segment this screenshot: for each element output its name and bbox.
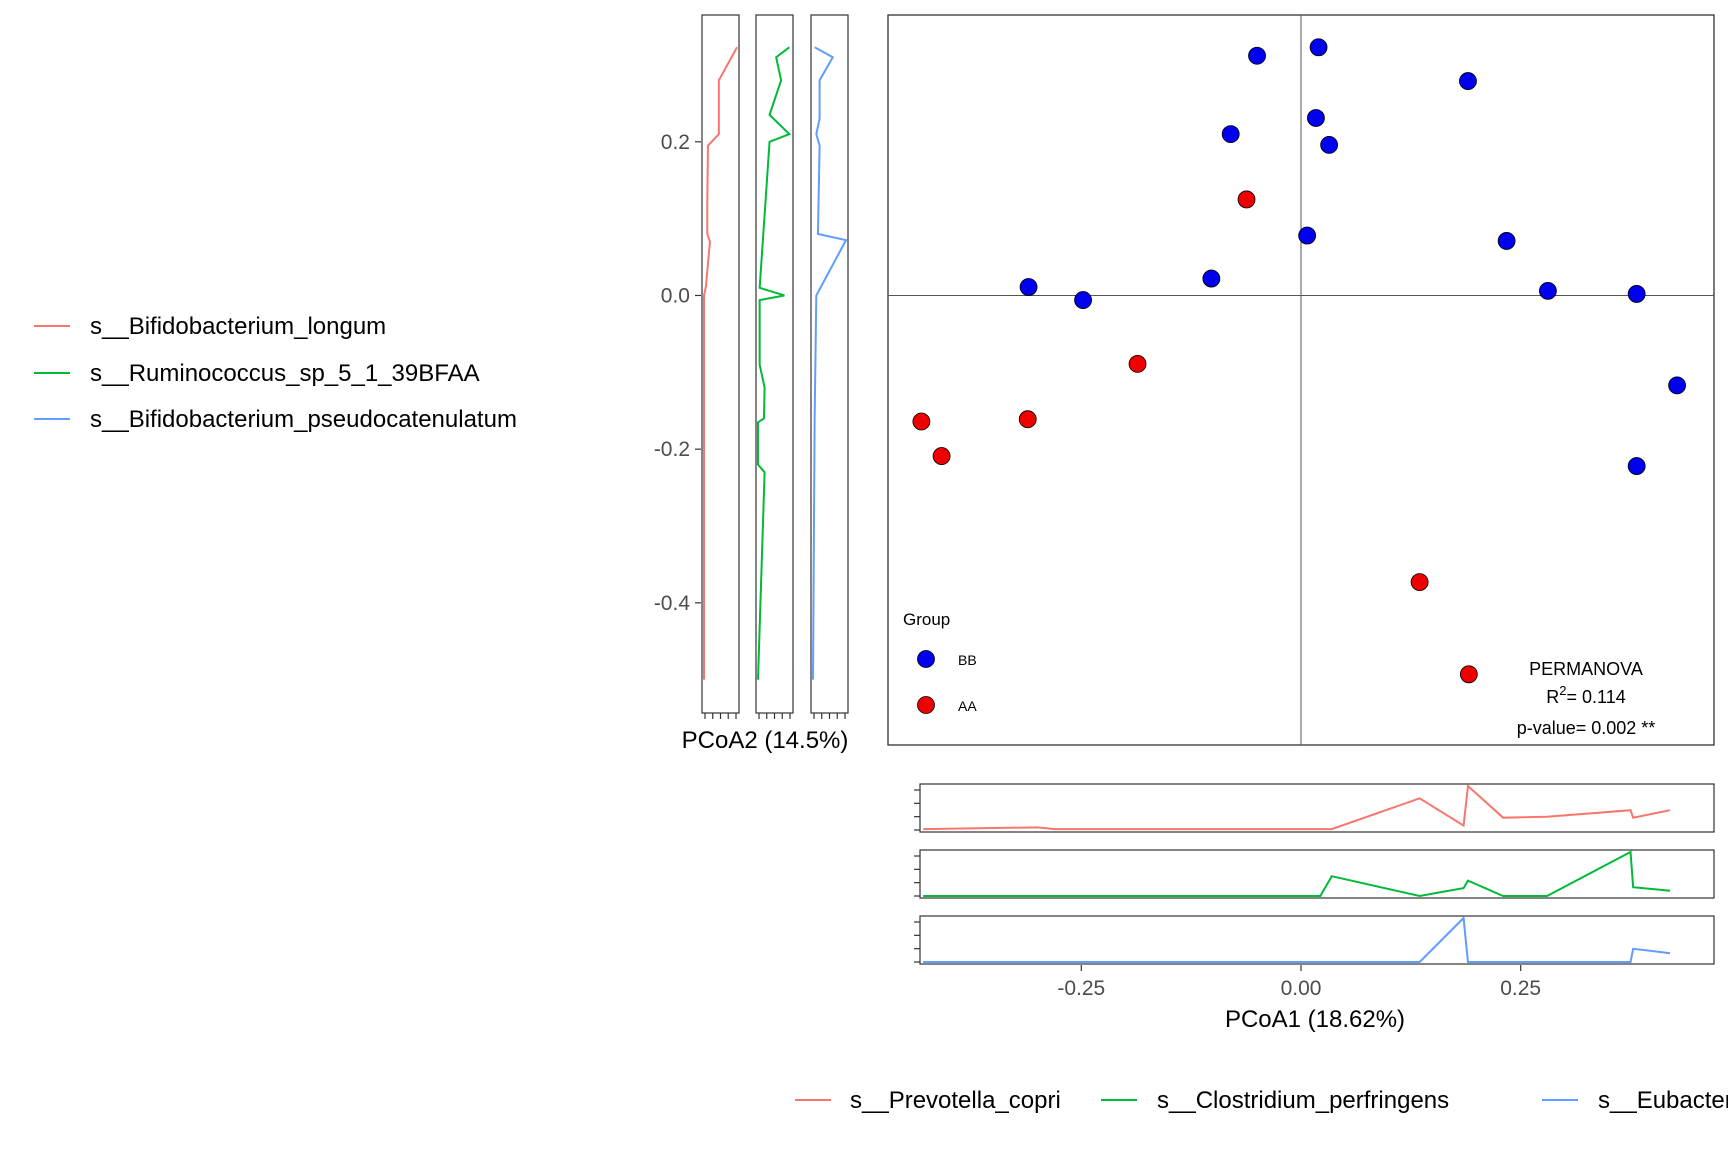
legend-key-bb — [917, 650, 935, 668]
point-bb-2 — [1309, 38, 1328, 57]
point-bb-3 — [1221, 125, 1240, 144]
y-tick-label: 0.2 — [661, 131, 690, 154]
legend-label-bifidobacterium-pseudocatenulatum: s__Bifidobacterium_pseudocatenulatum — [90, 406, 517, 433]
point-bb-12 — [1539, 281, 1557, 300]
point-bb-13 — [1627, 285, 1646, 303]
permanova-pvalue: p-value= 0.002 ** — [1517, 718, 1656, 738]
point-aa-4 — [1018, 410, 1037, 429]
y-axis-title: PCoA2 (14.5%) — [682, 727, 849, 754]
horizontal-panel-2 — [914, 849, 1715, 899]
y-tick-label: 0.0 — [661, 284, 690, 307]
y-axis-ticks: 0.2 0.0 -0.2 -0.4 — [654, 131, 701, 615]
point-bb-14 — [1668, 376, 1686, 395]
x-axis-title: PCoA1 (18.62%) — [1225, 1006, 1405, 1033]
point-bb-5 — [1320, 135, 1339, 154]
horizontal-panel-1 — [914, 783, 1715, 833]
permanova-title: PERMANOVA — [1529, 659, 1643, 679]
x-tick-label: 0.00 — [1281, 977, 1322, 1000]
legend-label-ruminococcus: s__Ruminococcus_sp_5_1_39BFAA — [90, 360, 480, 387]
horizontal-series-line-2 — [923, 850, 1671, 898]
point-bb-10 — [1074, 291, 1092, 309]
point-aa-6 — [1410, 573, 1429, 591]
point-bb-8 — [1202, 269, 1221, 288]
vertical-panel-border — [810, 14, 849, 714]
horizontal-series-legend: s__Prevotella_copri s__Clostridium_perfr… — [795, 1087, 1728, 1114]
legend-label-aa: AA — [958, 698, 977, 714]
point-bb-11 — [1497, 232, 1516, 250]
x-tick-label: -0.25 — [1057, 977, 1105, 1000]
point-bb-4 — [1307, 109, 1325, 127]
permanova-r2: R2= 0.114 — [1546, 683, 1625, 707]
y-tick-label: -0.2 — [654, 438, 690, 461]
legend-key-aa — [917, 696, 935, 714]
point-bb-15 — [1627, 457, 1646, 475]
permanova-annotation: PERMANOVA R2= 0.114 p-value= 0.002 ** — [1517, 659, 1656, 738]
x-tick-label: 0.25 — [1500, 977, 1541, 1000]
horizontal-marginal-panels — [914, 783, 1715, 965]
point-bb-9 — [1019, 278, 1038, 296]
vertical-panel-border — [701, 14, 740, 714]
vertical-panel-2 — [755, 14, 794, 719]
legend-label-prevotella-copri: s__Prevotella_copri — [850, 1087, 1061, 1114]
scatter-panel: Group BB AA PERMANOVA R2= 0.114 p-value=… — [887, 14, 1715, 746]
vertical-series-line-1 — [703, 46, 738, 680]
scatter-points — [912, 38, 1686, 684]
point-aa-3 — [912, 412, 931, 431]
legend-label-eubacterium: s__Eubacterium — [1598, 1087, 1728, 1114]
horizontal-panel-border — [919, 783, 1715, 833]
x-axis-ticks: -0.25 0.00 0.25 — [1057, 965, 1541, 1000]
point-aa-2 — [1128, 354, 1147, 373]
vertical-series-line-2 — [757, 46, 792, 680]
point-aa-5 — [932, 447, 951, 465]
group-legend-title: Group — [903, 610, 950, 629]
point-bb-7 — [1298, 226, 1317, 245]
horizontal-series-line-3 — [923, 915, 1671, 963]
vertical-panel-3 — [810, 14, 849, 719]
point-aa-7 — [1459, 665, 1478, 684]
vertical-panel-1 — [701, 14, 740, 719]
vertical-series-line-3 — [812, 46, 848, 680]
horizontal-panel-border — [919, 849, 1715, 899]
horizontal-panel-3 — [914, 915, 1715, 965]
vertical-marginal-panels — [701, 14, 849, 719]
horizontal-panel-border — [919, 915, 1715, 965]
y-tick-label: -0.4 — [654, 592, 691, 615]
legend-label-bb: BB — [958, 652, 977, 668]
horizontal-series-line-1 — [923, 783, 1671, 831]
legend-label-bifidobacterium-longum: s__Bifidobacterium_longum — [90, 313, 386, 340]
point-bb-1 — [1248, 46, 1266, 65]
group-legend: Group BB AA — [903, 610, 977, 714]
vertical-series-legend: s__Bifidobacterium_longum s__Ruminococcu… — [34, 313, 517, 433]
legend-label-clostridium-perfringens: s__Clostridium_perfringens — [1157, 1087, 1449, 1114]
point-aa-1 — [1237, 190, 1256, 209]
point-bb-6 — [1459, 72, 1477, 90]
